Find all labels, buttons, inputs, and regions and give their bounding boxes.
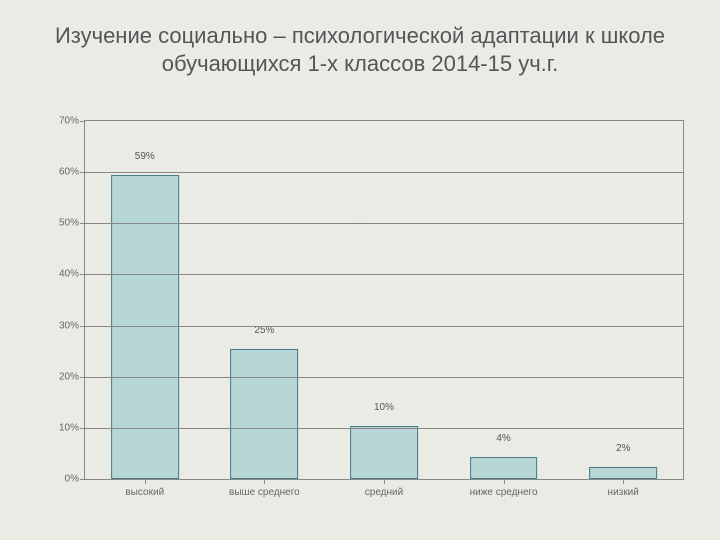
bar [470, 457, 538, 479]
bar-value-label: 2% [616, 443, 630, 456]
y-tick-mark [80, 121, 85, 122]
y-tick-mark [80, 223, 85, 224]
slide-title: Изучение социально – психологической ада… [40, 22, 680, 77]
gridline [85, 172, 683, 173]
bar-slot: 59%высокий [85, 121, 205, 479]
bars-container: 59%высокий25%выше среднего10%средний4%ни… [85, 121, 683, 479]
slide: Изучение социально – психологической ада… [0, 0, 720, 540]
x-tick-label: высокий [125, 487, 164, 498]
y-tick-label: 50% [59, 218, 79, 229]
y-tick-label: 60% [59, 167, 79, 178]
plot-area: 59%высокий25%выше среднего10%средний4%ни… [84, 120, 684, 480]
y-tick-label: 70% [59, 116, 79, 127]
x-tick-label: средний [365, 487, 403, 498]
gridline [85, 377, 683, 378]
bar-slot: 25%выше среднего [205, 121, 325, 479]
bar-slot: 2%низкий [563, 121, 683, 479]
y-tick-mark [80, 377, 85, 378]
y-tick-mark [80, 326, 85, 327]
gridline [85, 274, 683, 275]
y-tick-mark [80, 172, 85, 173]
gridline [85, 223, 683, 224]
bar [350, 426, 418, 479]
y-tick-mark [80, 479, 85, 480]
x-tick-mark [384, 479, 385, 484]
bar-value-label: 59% [135, 151, 155, 164]
x-tick-label: ниже среднего [470, 487, 538, 498]
x-tick-mark [264, 479, 265, 484]
bar-value-label: 10% [374, 402, 394, 415]
x-tick-label: низкий [608, 487, 639, 498]
x-tick-mark [623, 479, 624, 484]
bar-value-label: 4% [496, 433, 510, 446]
y-tick-label: 10% [59, 422, 79, 433]
y-tick-mark [80, 428, 85, 429]
bar-slot: 10%средний [324, 121, 444, 479]
gridline [85, 428, 683, 429]
y-tick-label: 0% [65, 474, 79, 485]
bar-slot: 4%ниже среднего [444, 121, 564, 479]
x-tick-label: выше среднего [229, 487, 300, 498]
bar [231, 349, 299, 479]
bar-value-label: 25% [254, 325, 274, 338]
x-tick-mark [145, 479, 146, 484]
bar [589, 467, 657, 479]
bar [111, 175, 179, 479]
gridline [85, 326, 683, 327]
y-tick-label: 40% [59, 269, 79, 280]
y-tick-label: 20% [59, 371, 79, 382]
y-tick-label: 30% [59, 320, 79, 331]
bar-chart: 59%высокий25%выше среднего10%средний4%ни… [36, 120, 684, 510]
x-tick-mark [504, 479, 505, 484]
y-tick-mark [80, 274, 85, 275]
